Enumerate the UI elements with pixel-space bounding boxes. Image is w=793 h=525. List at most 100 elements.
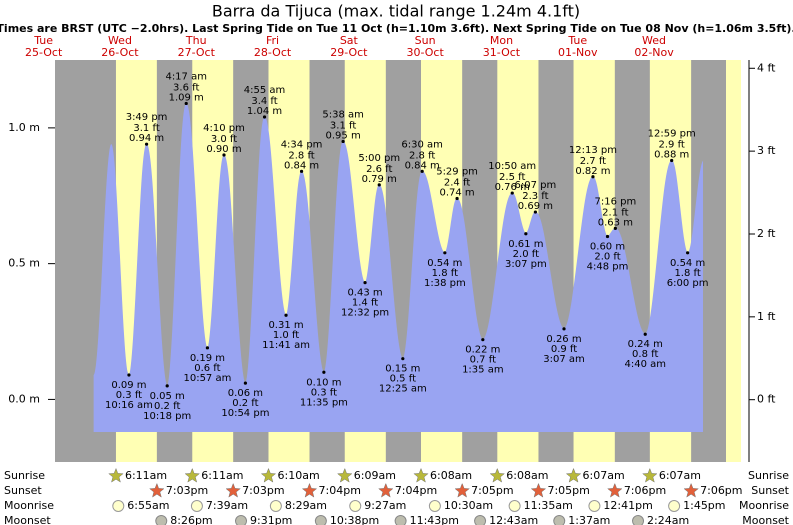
tide-label: 1.04 m <box>247 106 282 117</box>
tide-label: 3:07 am <box>543 354 585 365</box>
row-label: Moonset <box>4 514 51 525</box>
tide-label: 3.6 ft <box>173 82 199 93</box>
tide-label: 0.54 m <box>427 258 462 269</box>
day-name: Wed <box>108 34 132 47</box>
tide-point <box>533 210 537 214</box>
day-date: 27-Oct <box>178 46 216 59</box>
sunrise-time: 6:07am <box>583 469 625 482</box>
tide-label: 0.2 ft <box>232 398 258 409</box>
tide-label: 2.9 ft <box>658 139 684 150</box>
sunrise-time: 6:11am <box>125 469 167 482</box>
tide-point <box>243 381 248 385</box>
moonrise-icon <box>668 500 681 512</box>
tide-label: 3.4 ft <box>251 96 277 107</box>
tide-point <box>455 196 459 201</box>
tide-point <box>205 346 210 350</box>
y-tick-label: 0.0 m <box>8 392 40 405</box>
tide-label: 10:54 pm <box>221 408 269 419</box>
tide-label: 11:35 pm <box>300 397 348 408</box>
moonset-icon <box>235 515 248 525</box>
moonrise-icon <box>349 500 362 512</box>
sunrise-time: 6:09am <box>354 469 396 482</box>
tide-label: 1.8 ft <box>674 268 700 279</box>
moonset-icon <box>632 515 645 525</box>
tide-label: 0.54 m <box>670 258 705 269</box>
day-name: Tue <box>33 34 53 47</box>
chart-subtitle: Times are BRST (UTC −2.0hrs). Last Sprin… <box>0 22 793 35</box>
tide-label: 0.43 m <box>347 288 382 299</box>
tide-point <box>591 175 595 179</box>
tide-label: 0.06 m <box>228 388 263 399</box>
tide-point <box>420 169 424 173</box>
tide-point <box>562 327 566 331</box>
tide-label: 0.19 m <box>190 353 225 364</box>
sunset-icon <box>607 482 623 498</box>
moonrise-icon <box>428 500 441 512</box>
moonset-icon <box>314 515 327 525</box>
day-band <box>726 60 741 462</box>
tide-label: 1.4 ft <box>352 298 378 309</box>
moonset-time: 12:43am <box>489 514 538 525</box>
chart-title: Barra da Tijuca (max. tidal range 1.24m … <box>212 2 580 21</box>
tide-label: 0.3 ft <box>311 387 337 398</box>
moonset-icon <box>394 515 407 525</box>
moonset-time: 2:24am <box>647 514 689 525</box>
day-date: 01-Nov <box>558 46 598 59</box>
tide-label: 3.1 ft <box>330 120 356 131</box>
row-label: Sunset <box>4 484 42 497</box>
tide-label: 6:30 am <box>401 139 443 150</box>
day-name: Sun <box>415 34 436 47</box>
sunrise-icon <box>489 467 506 483</box>
tide-label: 0.26 m <box>546 334 581 345</box>
tide-label: 0.61 m <box>508 239 543 250</box>
tide-label: 2.6 ft <box>366 164 392 175</box>
tide-label: 2.8 ft <box>288 150 314 161</box>
day-name: Fri <box>266 34 279 47</box>
moonset-time: 9:31pm <box>250 514 292 525</box>
tide-point <box>127 373 131 377</box>
tide-label: 2.0 ft <box>513 249 539 260</box>
moonset-icon <box>155 515 168 525</box>
tide-point <box>341 139 345 144</box>
tide-label: 2.5 ft <box>499 172 525 183</box>
tide-label: 4:17 am <box>165 71 207 82</box>
tide-label: 2.0 ft <box>594 251 620 262</box>
tide-label: 10:57 am <box>183 373 231 384</box>
tide-label: 0.74 m <box>439 187 474 198</box>
tide-point <box>510 191 514 195</box>
moonrise-icon <box>190 500 203 512</box>
tide-label: 2.4 ft <box>444 177 470 188</box>
moonrise-time: 11:35am <box>524 499 573 512</box>
sunset-time: 7:06pm <box>624 484 666 497</box>
row-label: Sunrise <box>4 469 45 482</box>
tide-label: 10:18 pm <box>143 411 191 422</box>
tide-area <box>93 103 703 432</box>
tide-label: 0.31 m <box>268 320 303 331</box>
sunrise-icon <box>642 467 658 483</box>
tide-label: 6:00 pm <box>667 278 709 289</box>
tide-label: 0.22 m <box>465 345 500 356</box>
tide-point <box>443 251 447 255</box>
tide-label: 12:13 pm <box>569 145 617 156</box>
tide-point <box>377 183 381 187</box>
tide-point <box>524 232 528 236</box>
tide-label: 2.7 ft <box>580 156 606 167</box>
tide-label: 12:25 am <box>379 384 427 395</box>
sunset-time: 7:03pm <box>166 484 208 497</box>
moonrise-icon <box>112 500 125 512</box>
tide-label: 0.84 m <box>284 160 319 171</box>
tide-label: 1:35 am <box>462 365 504 376</box>
sunrise-icon <box>108 467 124 483</box>
tide-label: 10:16 am <box>105 400 153 411</box>
tide-point <box>262 115 267 119</box>
sunset-icon <box>454 482 470 498</box>
tide-point <box>605 234 610 239</box>
sunrise-time: 6:07am <box>659 469 701 482</box>
sunset-time: 7:06pm <box>700 484 742 497</box>
tide-label: 0.7 ft <box>470 355 496 366</box>
row-label: Moonrise <box>739 499 789 512</box>
tide-point <box>401 357 405 361</box>
tide-point <box>222 153 226 157</box>
